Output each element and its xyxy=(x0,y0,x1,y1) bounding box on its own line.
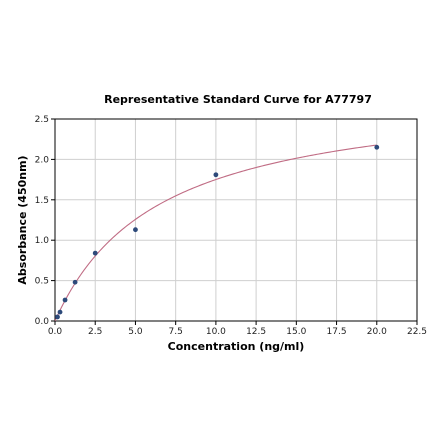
plot-area-frame xyxy=(54,118,418,322)
y-tick-label: 1.0 xyxy=(35,236,50,246)
chart-title: Representative Standard Curve for A77797 xyxy=(104,93,372,106)
x-tick-label: 2.5 xyxy=(88,327,102,337)
x-axis-ticks: 0.0 2.5 5.0 7.5 10.0 12.5 15.0 17.5 20.0 22.5 xyxy=(48,321,427,337)
x-tick-label: 22.5 xyxy=(407,327,427,337)
data-point xyxy=(213,172,219,178)
y-tick-label: 2.5 xyxy=(35,115,49,125)
data-point xyxy=(57,309,63,315)
x-axis-label: Concentration (ng/ml) xyxy=(168,340,305,353)
y-tick-label: 2.0 xyxy=(35,155,50,165)
data-points-layer xyxy=(55,144,380,320)
y-tick-label: 0.5 xyxy=(35,277,49,287)
data-point xyxy=(55,314,60,320)
x-tick-label: 0.0 xyxy=(48,327,63,337)
x-tick-label: 7.5 xyxy=(169,327,183,337)
y-tick-label: 1.5 xyxy=(35,196,49,206)
x-tick-label: 20.0 xyxy=(367,327,387,337)
data-point xyxy=(72,279,78,285)
x-tick-label: 15.0 xyxy=(286,327,306,337)
data-point xyxy=(62,297,68,303)
x-tick-label: 10.0 xyxy=(206,327,226,337)
x-tick-label: 12.5 xyxy=(246,327,266,337)
x-tick-label: 5.0 xyxy=(128,327,143,337)
x-tick-label: 17.5 xyxy=(327,327,347,337)
y-axis-label: Absorbance (450nm) xyxy=(16,155,29,284)
y-axis-ticks: 0.0 0.5 1.0 1.5 2.0 2.5 xyxy=(35,115,55,327)
data-point xyxy=(374,144,380,150)
grid-lines xyxy=(54,118,418,322)
data-point xyxy=(133,227,138,233)
data-point xyxy=(92,250,98,256)
fit-curve-layer xyxy=(54,144,377,322)
y-tick-label: 0.0 xyxy=(35,317,50,327)
fit-curve xyxy=(54,144,377,322)
